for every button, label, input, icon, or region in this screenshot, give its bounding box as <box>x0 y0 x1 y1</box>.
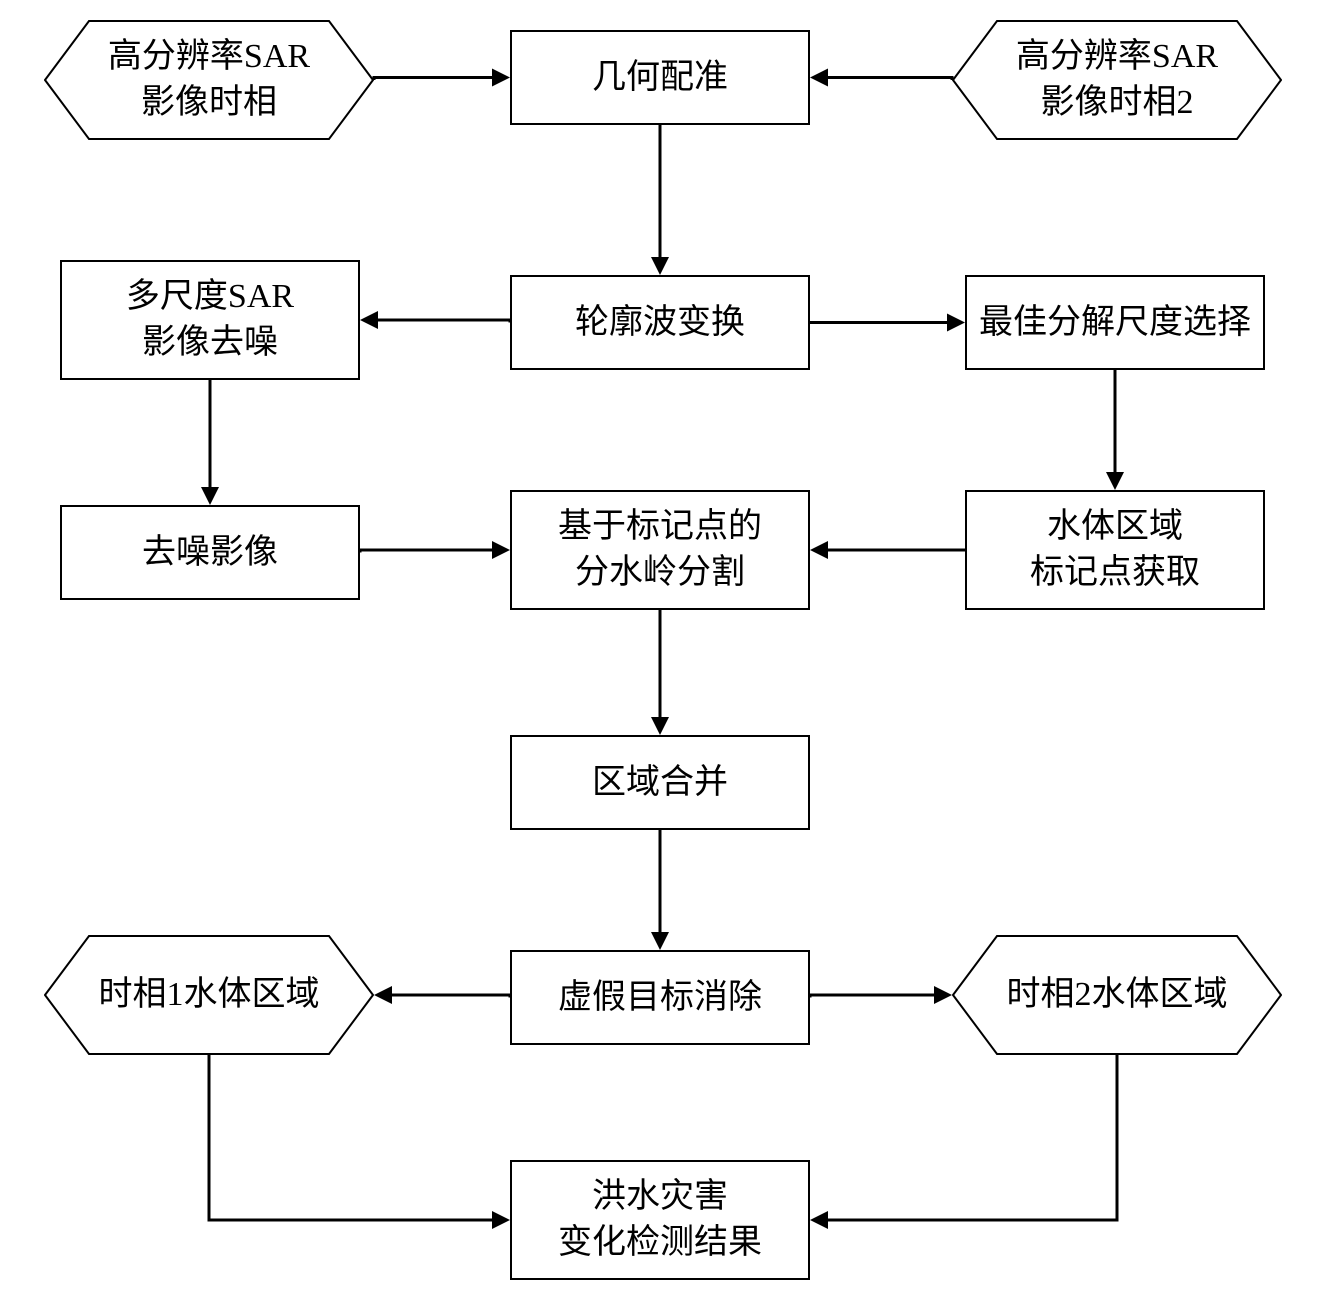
node-label: 基于标记点的分水岭分割 <box>558 504 762 596</box>
node-label: 高分辨率SAR影像时相2 <box>1016 34 1218 126</box>
node-label: 去噪影像 <box>142 530 278 576</box>
node-label: 多尺度SAR影像去噪 <box>126 274 294 366</box>
node-sar1: 高分辨率SAR影像时相 <box>44 20 374 140</box>
edge-sar2-geo_reg <box>828 78 952 81</box>
node-label: 时相2水体区域 <box>1007 972 1228 1018</box>
node-merge: 区域合并 <box>510 735 810 830</box>
node-t2_water: 时相2水体区域 <box>952 935 1282 1055</box>
edges-layer <box>0 0 1323 1309</box>
edge-t2_water-result <box>828 1055 1117 1220</box>
edge-t1_water-result <box>209 1055 492 1220</box>
node-contourlet: 轮廓波变换 <box>510 275 810 370</box>
node-best_scale: 最佳分解尺度选择 <box>965 275 1265 370</box>
node-watershed: 基于标记点的分水岭分割 <box>510 490 810 610</box>
edge-sar1-geo_reg <box>374 78 492 81</box>
node-label: 时相1水体区域 <box>99 972 320 1018</box>
node-label: 区域合并 <box>592 760 728 806</box>
node-t1_water: 时相1水体区域 <box>44 935 374 1055</box>
node-label: 高分辨率SAR影像时相 <box>108 34 310 126</box>
node-label: 水体区域标记点获取 <box>1030 504 1200 596</box>
node-dn_img: 去噪影像 <box>60 505 360 600</box>
node-ms_denoise: 多尺度SAR影像去噪 <box>60 260 360 380</box>
node-label: 虚假目标消除 <box>558 975 762 1021</box>
edge-contourlet-ms_denoise <box>378 320 510 323</box>
edge-false_tgt-t1_water <box>392 995 510 998</box>
node-false_tgt: 虚假目标消除 <box>510 950 810 1045</box>
node-label: 最佳分解尺度选择 <box>979 300 1251 346</box>
node-label: 洪水灾害变化检测结果 <box>558 1174 762 1266</box>
node-markers: 水体区域标记点获取 <box>965 490 1265 610</box>
node-label: 轮廓波变换 <box>575 300 745 346</box>
edge-false_tgt-t2_water <box>810 995 934 998</box>
edge-dn_img-watershed <box>360 550 492 553</box>
node-geo_reg: 几何配准 <box>510 30 810 125</box>
node-result: 洪水灾害变化检测结果 <box>510 1160 810 1280</box>
node-label: 几何配准 <box>592 55 728 101</box>
node-sar2: 高分辨率SAR影像时相2 <box>952 20 1282 140</box>
